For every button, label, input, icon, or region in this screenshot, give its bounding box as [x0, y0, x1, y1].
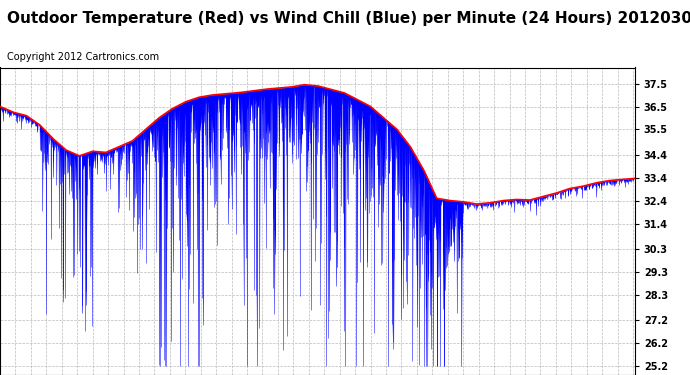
Text: Copyright 2012 Cartronics.com: Copyright 2012 Cartronics.com [7, 53, 159, 63]
Text: Outdoor Temperature (Red) vs Wind Chill (Blue) per Minute (24 Hours) 20120302: Outdoor Temperature (Red) vs Wind Chill … [7, 11, 690, 26]
